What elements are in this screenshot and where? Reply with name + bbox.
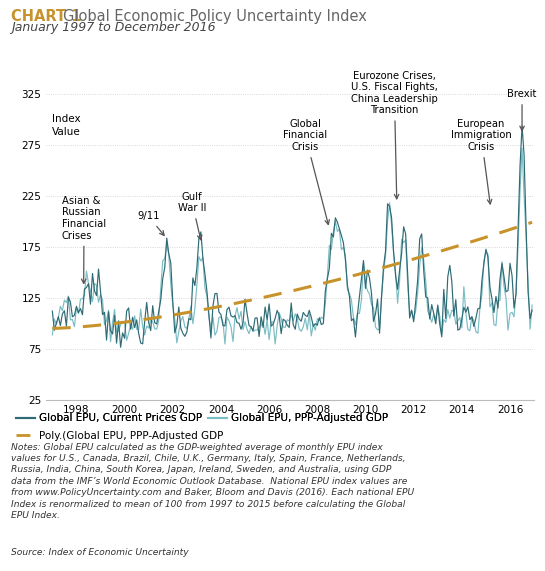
Text: European
Immigration
Crisis: European Immigration Crisis xyxy=(451,119,511,204)
Text: Notes: Global EPU calculated as the GDP-weighted average of monthly EPU index
va: Notes: Global EPU calculated as the GDP-… xyxy=(11,443,414,520)
Text: Global Economic Policy Uncertainty Index: Global Economic Policy Uncertainty Index xyxy=(63,9,367,23)
Text: Eurozone Crises,
U.S. Fiscal Fights,
China Leadership
Transition: Eurozone Crises, U.S. Fiscal Fights, Chi… xyxy=(351,71,438,199)
Text: 9/11: 9/11 xyxy=(137,211,164,235)
Legend: Global EPU, Current Prices GDP, Global EPU, PPP-Adjusted GDP: Global EPU, Current Prices GDP, Global E… xyxy=(16,413,389,424)
Text: Asian &
Russian
Financial
Crises: Asian & Russian Financial Crises xyxy=(62,196,106,283)
Text: Brexit: Brexit xyxy=(507,89,537,131)
Text: January 1997 to December 2016: January 1997 to December 2016 xyxy=(11,21,215,34)
Text: Global
Financial
Crisis: Global Financial Crisis xyxy=(283,119,329,224)
Legend: Poly.(Global EPU, PPP-Adjusted GDP: Poly.(Global EPU, PPP-Adjusted GDP xyxy=(16,431,223,441)
Text: Source: Index of Economic Uncertainty: Source: Index of Economic Uncertainty xyxy=(11,548,189,557)
Text: Index
Value: Index Value xyxy=(52,114,81,137)
Text: CHART 1: CHART 1 xyxy=(11,9,81,23)
Text: Gulf
War II: Gulf War II xyxy=(178,192,206,240)
